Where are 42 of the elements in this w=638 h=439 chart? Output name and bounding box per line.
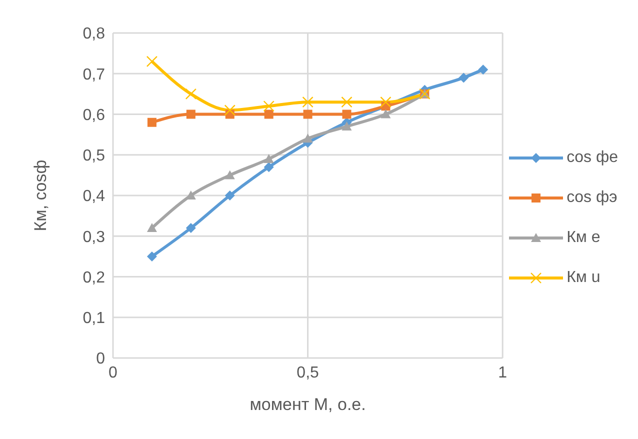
legend-label: cos фэ (566, 189, 618, 207)
legend-label: Км u (566, 269, 600, 287)
y-tick-label: 0 (96, 350, 106, 368)
point (224, 170, 235, 180)
point (380, 96, 392, 108)
y-tick-label: 0,8 (82, 26, 106, 43)
point (478, 64, 488, 75)
y-tick-label: 0,2 (82, 269, 106, 286)
point (224, 104, 236, 116)
y-axis-title: Км, cosф (31, 160, 50, 232)
y-tick-label: 0,3 (82, 228, 106, 246)
x-tick-label: 0 (108, 364, 118, 382)
point (341, 96, 352, 108)
point (146, 56, 158, 68)
point (224, 190, 235, 200)
point (263, 100, 274, 112)
x-tick-label: 1 (498, 364, 508, 382)
point (186, 223, 196, 233)
point (303, 110, 312, 119)
x-tick-label: 0,5 (296, 364, 320, 382)
y-tick-label: 0,6 (82, 106, 106, 124)
point (146, 223, 157, 232)
point (185, 88, 197, 100)
point (302, 134, 313, 143)
point (146, 251, 157, 262)
point (147, 118, 156, 127)
y-tick-label: 0,4 (82, 188, 106, 206)
x-axis-title: момент М, о.е. (250, 395, 366, 414)
point (302, 96, 314, 108)
point (264, 162, 274, 172)
point (264, 154, 274, 163)
point (186, 110, 196, 119)
y-tick-label: 0,7 (82, 66, 106, 84)
point (264, 110, 274, 119)
legend-label: cos фе (566, 149, 618, 167)
point (342, 110, 352, 119)
y-tick-label: 0,5 (82, 148, 106, 165)
point (342, 121, 352, 130)
y-tick-label: 0,1 (82, 310, 106, 328)
legend-label: Км е (566, 229, 600, 247)
point (458, 72, 469, 83)
point (380, 109, 391, 118)
